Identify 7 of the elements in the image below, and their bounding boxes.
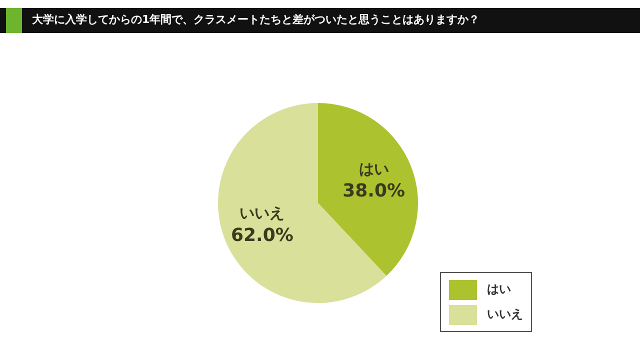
legend-label: はい [487, 281, 511, 298]
slice-label: いいえ [240, 204, 285, 222]
data-label: 38.0% [342, 180, 406, 202]
legend-label: いいえ [487, 306, 523, 323]
chart-title: 大学に入学してからの1年間で、クラスメートたちと差がついたと思うことはありますか？ [32, 12, 480, 27]
slice-label: はい [358, 160, 389, 178]
data-label: 62.0% [230, 224, 294, 246]
